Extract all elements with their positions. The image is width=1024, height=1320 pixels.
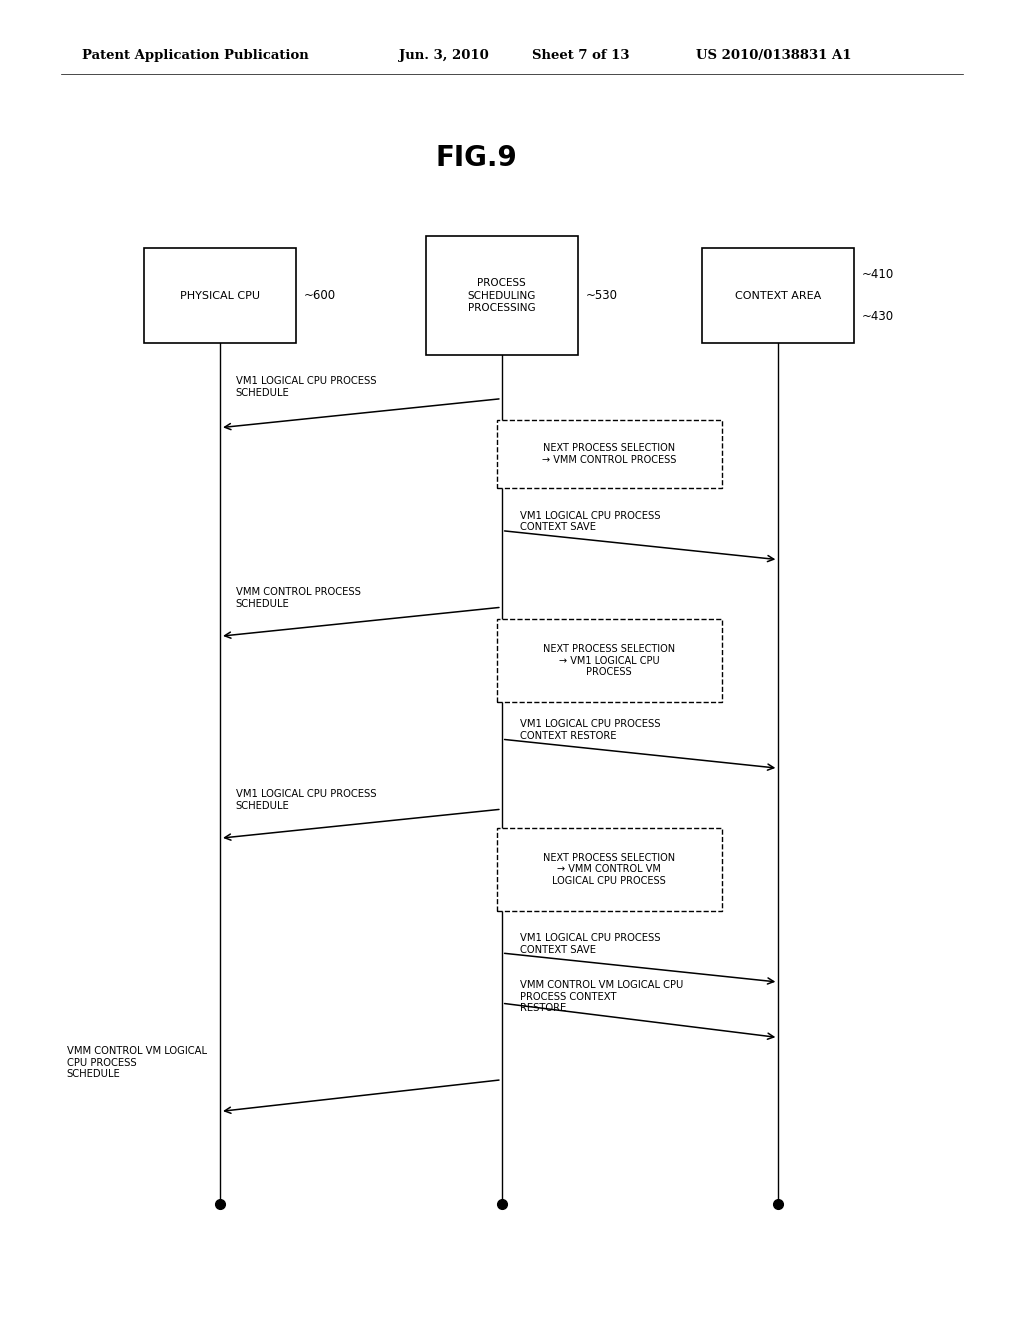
Bar [497,828,722,911]
Text: ~600: ~600 [304,289,336,302]
Text: FIG.9: FIG.9 [435,144,517,173]
Text: Patent Application Publication: Patent Application Publication [82,49,308,62]
Text: VMM CONTROL VM LOGICAL
CPU PROCESS
SCHEDULE: VMM CONTROL VM LOGICAL CPU PROCESS SCHED… [67,1045,207,1080]
Text: PHYSICAL CPU: PHYSICAL CPU [180,290,260,301]
Text: ~410: ~410 [862,268,894,281]
Text: VMM CONTROL VM LOGICAL CPU
PROCESS CONTEXT
RESTORE: VMM CONTROL VM LOGICAL CPU PROCESS CONTE… [520,979,684,1014]
Text: NEXT PROCESS SELECTION
→ VMM CONTROL VM
LOGICAL CPU PROCESS: NEXT PROCESS SELECTION → VMM CONTROL VM … [543,853,676,886]
Text: VM1 LOGICAL CPU PROCESS
SCHEDULE: VM1 LOGICAL CPU PROCESS SCHEDULE [236,789,376,810]
Text: NEXT PROCESS SELECTION
→ VM1 LOGICAL CPU
PROCESS: NEXT PROCESS SELECTION → VM1 LOGICAL CPU… [543,644,676,677]
Text: VM1 LOGICAL CPU PROCESS
CONTEXT SAVE: VM1 LOGICAL CPU PROCESS CONTEXT SAVE [520,933,660,954]
Text: CONTEXT AREA: CONTEXT AREA [735,290,821,301]
Text: US 2010/0138831 A1: US 2010/0138831 A1 [696,49,852,62]
Text: Jun. 3, 2010: Jun. 3, 2010 [399,49,489,62]
Bar [702,248,854,343]
Text: VMM CONTROL PROCESS
SCHEDULE: VMM CONTROL PROCESS SCHEDULE [236,587,360,609]
Text: ~430: ~430 [862,310,894,323]
Text: NEXT PROCESS SELECTION
→ VMM CONTROL PROCESS: NEXT PROCESS SELECTION → VMM CONTROL PRO… [542,444,677,465]
Text: PROCESS
SCHEDULING
PROCESSING: PROCESS SCHEDULING PROCESSING [468,279,536,313]
Text: VM1 LOGICAL CPU PROCESS
CONTEXT RESTORE: VM1 LOGICAL CPU PROCESS CONTEXT RESTORE [520,719,660,741]
Bar [144,248,296,343]
Bar [497,619,722,702]
Text: VM1 LOGICAL CPU PROCESS
SCHEDULE: VM1 LOGICAL CPU PROCESS SCHEDULE [236,376,376,397]
Text: ~530: ~530 [586,289,617,302]
Text: Sheet 7 of 13: Sheet 7 of 13 [532,49,630,62]
Text: VM1 LOGICAL CPU PROCESS
CONTEXT SAVE: VM1 LOGICAL CPU PROCESS CONTEXT SAVE [520,511,660,532]
Bar [497,420,722,488]
Bar [426,236,578,355]
